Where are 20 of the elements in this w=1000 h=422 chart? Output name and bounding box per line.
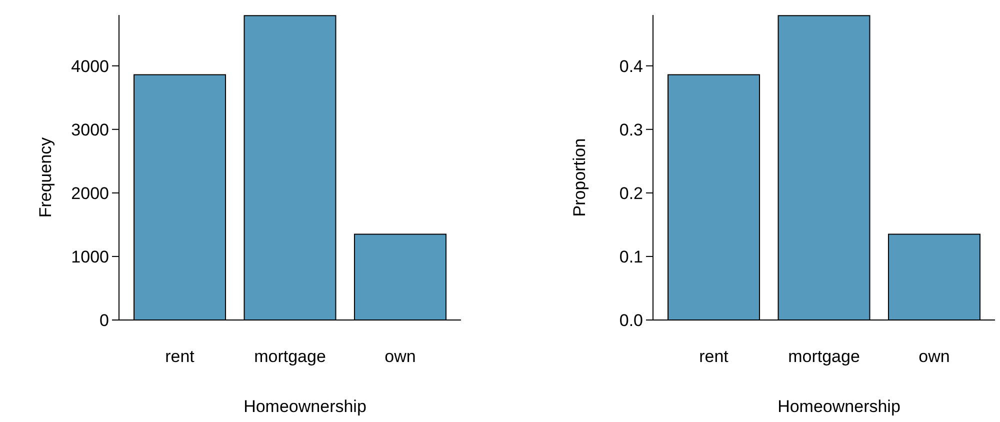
y-tick-label: 0 [100, 310, 109, 330]
y-tick-label: 2000 [71, 184, 109, 203]
y-tick-label: 0.0 [619, 310, 643, 330]
y-tick-label: 0.3 [619, 120, 643, 140]
x-tick-label: rent [699, 347, 729, 366]
y-tick-label: 1000 [71, 247, 109, 266]
y-tick-label: 0.1 [619, 247, 643, 266]
x-tick-label: rent [165, 347, 195, 366]
y-tick-label: 4000 [71, 56, 109, 76]
y-axis-title: Frequency [36, 136, 55, 218]
y-tick-label: 3000 [71, 120, 109, 140]
x-tick-label: mortgage [254, 347, 326, 366]
y-tick-label: 0.4 [619, 56, 643, 76]
x-tick-label: own [918, 347, 950, 366]
y-tick-label: 0.2 [619, 184, 643, 203]
x-axis-title: Homeownership [244, 397, 366, 416]
x-tick-label: mortgage [788, 347, 860, 366]
x-axis-title: Homeownership [778, 397, 900, 416]
y-axis-title: Proportion [570, 138, 589, 217]
x-tick-label: own [384, 347, 416, 366]
